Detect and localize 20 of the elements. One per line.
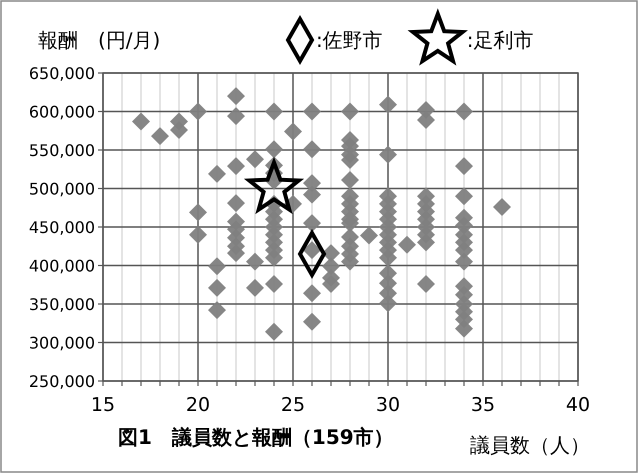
y-tick-label: 250,000 bbox=[28, 372, 95, 391]
y-tick-label: 650,000 bbox=[28, 64, 95, 83]
x-tick-label: 20 bbox=[186, 394, 210, 416]
y-tick-label: 500,000 bbox=[28, 180, 95, 198]
x-tick-label: 40 bbox=[566, 394, 590, 416]
x-axis-title: 議員数（人） bbox=[470, 433, 590, 457]
x-tick-label: 30 bbox=[376, 394, 400, 416]
text: 図1 議員数と報酬（159市） bbox=[118, 425, 394, 449]
y-tick-label: 300,000 bbox=[28, 334, 95, 352]
y-tick-label: 550,000 bbox=[28, 141, 95, 160]
y-tick-label: 350,000 bbox=[28, 295, 95, 314]
legend-label: :足利市 bbox=[466, 28, 534, 52]
y-axis-title: 報酬 (円/月) bbox=[38, 28, 160, 52]
x-tick-label: 25 bbox=[280, 394, 306, 416]
y-tick-label: 450,000 bbox=[28, 218, 95, 237]
y-tick-label: 400,000 bbox=[28, 256, 95, 276]
x-tick-label: 15 bbox=[90, 394, 116, 416]
y-tick-label: 600,000 bbox=[28, 102, 95, 122]
legend-label: :佐野市 bbox=[316, 28, 383, 52]
x-tick-label: 35 bbox=[470, 394, 496, 416]
